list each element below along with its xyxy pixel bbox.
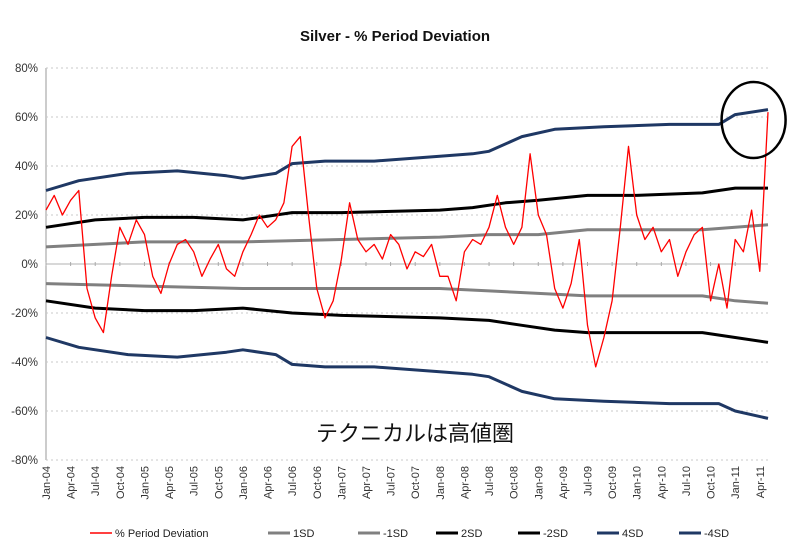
x-tick-label: Apr-10 — [656, 466, 668, 499]
x-tick-label: Apr-05 — [164, 466, 176, 499]
x-tick-label: Oct-04 — [115, 466, 127, 499]
x-tick-label: Apr-04 — [66, 466, 78, 499]
x-tick-label: Jul-06 — [287, 466, 299, 496]
x-tick-label: Jan-10 — [632, 466, 644, 500]
legend-label: 2SD — [461, 528, 482, 540]
x-tick-label: Apr-07 — [361, 466, 373, 499]
series-group — [45, 108, 769, 420]
y-tick-label: 40% — [15, 161, 38, 173]
x-tick-label: Jan-07 — [336, 466, 348, 500]
legend-item: -2SD — [518, 528, 568, 540]
x-tick-label: Jul-10 — [681, 466, 693, 496]
legend-label: -4SD — [704, 528, 729, 540]
legend-item: 1SD — [268, 528, 314, 540]
x-tick-label: Oct-09 — [607, 466, 619, 499]
series-line-4sd — [45, 108, 769, 192]
series-line-2sd — [45, 186, 768, 229]
series-line--2sd — [45, 299, 769, 344]
legend-item: % Period Deviation — [90, 528, 209, 540]
x-tick-label: Oct-10 — [706, 466, 718, 499]
x-tick-label: Apr-06 — [263, 466, 275, 499]
legend-item: 4SD — [597, 528, 643, 540]
y-tick-label: -20% — [11, 308, 38, 320]
annotation: テクニカルは高値圏 — [316, 422, 514, 447]
x-axis: Jan-04 Apr-04 Jul-04 Oct-04 Jan-05 Apr-05 Jul-… — [41, 262, 767, 500]
x-tick-label: Oct-08 — [509, 466, 521, 499]
highlight-group — [720, 80, 787, 160]
legend-item: 2SD — [436, 528, 482, 540]
x-tick-label: Apr-09 — [558, 466, 570, 499]
x-tick-label: Jan-06 — [238, 466, 250, 500]
legend-item: -4SD — [679, 528, 729, 540]
y-tick-label: 20% — [15, 210, 38, 222]
x-tick-label: Jul-09 — [583, 466, 595, 496]
x-tick-label: Jan-05 — [139, 466, 151, 500]
y-axis: 80% 60% 40% 20% 0% -20% -40% -60% -80% — [11, 63, 38, 467]
chart-title: Silver - % Period Deviation — [300, 28, 490, 45]
x-tick-label: Jul-07 — [386, 466, 398, 496]
x-tick-label: Oct-06 — [312, 466, 324, 499]
series-line-1sd — [45, 223, 769, 249]
x-tick-label: Oct-05 — [213, 466, 225, 499]
series-line--period-deviation — [45, 112, 769, 368]
x-tick-label: Apr-11 — [755, 466, 767, 498]
grid — [45, 67, 768, 461]
x-tick-label: Jan-09 — [533, 466, 545, 500]
y-tick-label: -80% — [11, 455, 38, 467]
y-tick-label: 0% — [21, 259, 38, 271]
legend-label: 4SD — [622, 528, 643, 540]
x-tick-label: Jan-11 — [730, 466, 742, 499]
y-tick-label: -40% — [11, 357, 38, 369]
legend-label: 1SD — [293, 528, 314, 540]
highlight-circle — [720, 80, 787, 160]
y-tick-label: 60% — [15, 112, 38, 124]
legend-item: -1SD — [358, 528, 408, 540]
y-tick-label: -60% — [11, 406, 38, 418]
x-tick-label: Oct-07 — [410, 466, 422, 499]
series-line--4sd — [45, 336, 769, 420]
y-tick-label: 80% — [15, 63, 38, 75]
x-tick-label: Apr-08 — [459, 466, 471, 499]
x-tick-label: Jan-04 — [41, 466, 53, 500]
legend: % Period Deviation 1SD -1SD 2SD -2SD 4SD -4SD — [90, 528, 729, 540]
x-tick-label: Jan-08 — [435, 466, 447, 500]
x-tick-label: Jul-04 — [90, 466, 102, 496]
legend-label: % Period Deviation — [115, 528, 209, 540]
legend-label: -1SD — [383, 528, 408, 540]
x-tick-label: Jul-08 — [484, 466, 496, 496]
x-tick-label: Jul-05 — [189, 466, 201, 496]
legend-label: -2SD — [543, 528, 568, 540]
series-line--1sd — [45, 282, 769, 305]
